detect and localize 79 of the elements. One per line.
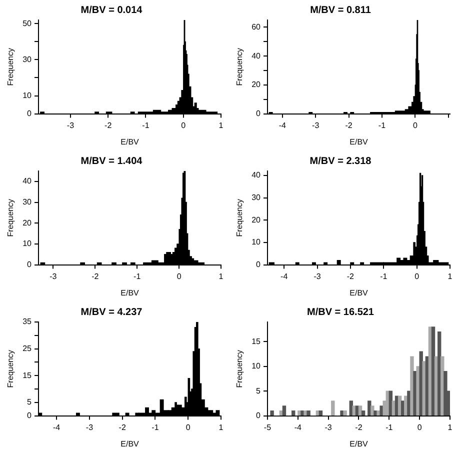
chart-title: M/BV = 2.318 <box>310 156 372 167</box>
x-tick-label: 0 <box>417 422 422 432</box>
y-tick-label: 5 <box>256 386 262 396</box>
x-tick-label: -2 <box>118 422 126 432</box>
y-tick-label: 35 <box>22 317 32 326</box>
x-tick-label: 1 <box>448 422 453 432</box>
y-tick-label: 0 <box>27 260 32 270</box>
chart-title: M/BV = 4.237 <box>80 306 143 318</box>
y-tick-label: 40 <box>252 170 262 180</box>
x-tick-label: -1 <box>134 272 142 281</box>
y-tick-label: 30 <box>22 197 32 206</box>
x-axis-title: E/BV <box>120 439 140 448</box>
x-tick-label: 1 <box>218 120 224 130</box>
x-tick-label: -3 <box>86 422 94 432</box>
x-tick-label: -4 <box>294 422 302 432</box>
y-tick-label: 40 <box>252 51 262 60</box>
y-tick-label: 30 <box>252 193 262 202</box>
x-axis-title: E/BV <box>350 137 369 146</box>
x-tick-label: 0 <box>181 120 186 130</box>
x-tick-label: -3 <box>66 120 75 130</box>
y-axis-title: Frequency <box>6 350 16 388</box>
x-tick-label: 1 <box>218 422 224 432</box>
y-tick-label: 0 <box>256 109 262 118</box>
x-tick-label: -1 <box>380 272 388 281</box>
y-tick-label: 20 <box>22 218 32 228</box>
x-tick-label: 0 <box>186 422 191 432</box>
x-tick-label: -2 <box>355 422 363 432</box>
y-axis-title: Frequency <box>235 48 244 86</box>
chart-title: M/BV = 0.014 <box>80 4 143 16</box>
x-axis-title: E/BV <box>120 288 140 298</box>
x-tick-label: -4 <box>53 422 61 432</box>
y-tick-label: 0 <box>27 411 32 420</box>
x-tick-label: -3 <box>314 272 322 281</box>
chart-title: M/BV = 0.811 <box>310 4 372 16</box>
x-axis-title: E/BV <box>350 288 369 298</box>
y-tick-label: 20 <box>252 80 262 90</box>
y-tick-label: 15 <box>22 370 32 380</box>
chart-title: M/BV = 16.521 <box>307 306 374 318</box>
x-tick-label: -3 <box>50 272 58 281</box>
chart-title: M/BV = 1.404 <box>80 156 143 167</box>
x-tick-label: -4 <box>278 120 287 130</box>
y-tick-label: 30 <box>22 54 32 64</box>
x-tick-label: -3 <box>312 120 320 130</box>
y-tick-label: 0 <box>256 411 262 420</box>
x-tick-label: -3 <box>324 422 332 432</box>
x-tick-label: -2 <box>104 120 112 130</box>
x-axis-title: E/BV <box>350 439 369 448</box>
y-tick-label: 20 <box>252 215 262 224</box>
y-axis-title: Frequency <box>235 199 244 237</box>
y-tick-label: 0 <box>27 109 32 118</box>
y-tick-label: 25 <box>22 344 32 354</box>
y-axis-title: Frequency <box>235 350 244 388</box>
x-tick-label: -2 <box>345 120 353 130</box>
x-tick-label: -2 <box>346 272 355 281</box>
x-tick-label: -4 <box>280 272 288 281</box>
y-axis-title: Frequency <box>6 199 16 237</box>
x-tick-label: 0 <box>414 272 420 281</box>
x-tick-label: -2 <box>92 272 100 281</box>
x-tick-label: 1 <box>218 272 224 281</box>
x-tick-label: -1 <box>378 120 386 130</box>
y-tick-label: 10 <box>22 239 32 248</box>
y-tick-label: 10 <box>252 362 262 371</box>
x-tick-label: 0 <box>176 272 182 281</box>
y-tick-label: 40 <box>22 176 32 186</box>
y-axis-title: Frequency <box>6 48 16 86</box>
x-axis-title: E/BV <box>120 137 140 146</box>
y-tick-label: 15 <box>252 336 262 346</box>
y-tick-label: 50 <box>22 18 32 28</box>
x-tick-label: -1 <box>152 422 160 432</box>
y-tick-label: 5 <box>27 398 32 407</box>
y-tick-label: 60 <box>252 22 262 32</box>
x-tick-label: 1 <box>448 272 453 281</box>
y-tick-label: 10 <box>252 238 262 247</box>
x-tick-label: 0 <box>412 120 418 130</box>
x-tick-label: -1 <box>386 422 394 432</box>
x-tick-label: -5 <box>264 422 272 432</box>
y-tick-label: 10 <box>22 90 32 100</box>
x-tick-label: -1 <box>142 120 150 130</box>
y-tick-label: 0 <box>256 260 262 270</box>
